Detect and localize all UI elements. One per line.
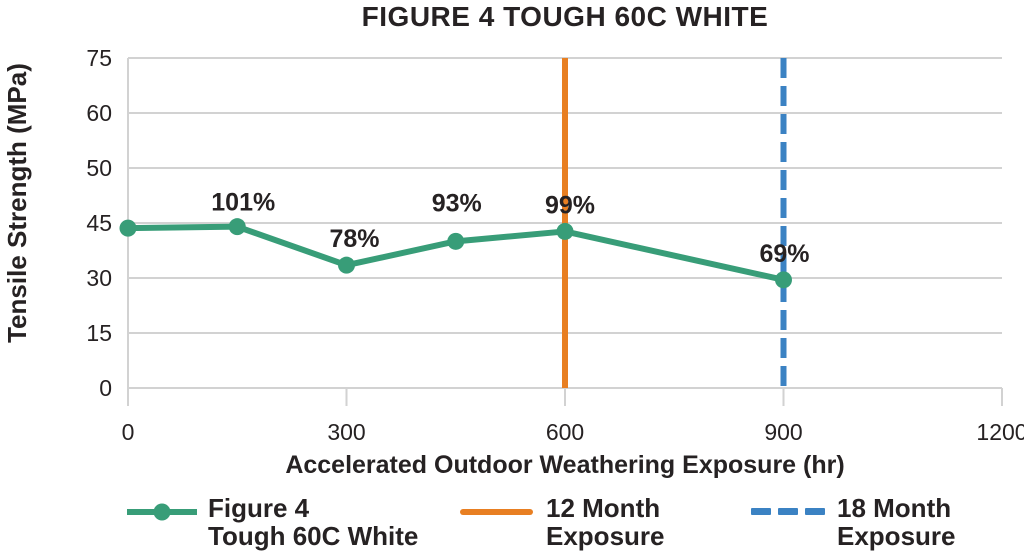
chart-title: FIGURE 4 TOUGH 60C WHITE bbox=[361, 1, 769, 32]
solid-line-swatch-icon bbox=[460, 509, 533, 515]
legend-item-12-month-exposure: 12 Month Exposure bbox=[460, 492, 730, 552]
data-point-marker bbox=[338, 256, 355, 274]
legend-label-12-month: 12 Month Exposure bbox=[546, 494, 665, 550]
legend-label-figure4: Figure 4 Tough 60C White bbox=[208, 494, 418, 550]
data-point-label: 99% bbox=[545, 191, 595, 219]
data-point-label: 93% bbox=[432, 189, 482, 217]
data-point-marker bbox=[119, 219, 137, 237]
x-tick-label: 1200 bbox=[976, 419, 1024, 445]
legend: Figure 4 Tough 60C White 12 Month Exposu… bbox=[0, 492, 1024, 558]
x-tick-label: 600 bbox=[546, 419, 584, 445]
y-tick-label: 60 bbox=[86, 100, 112, 126]
y-tick-label: 30 bbox=[86, 265, 112, 291]
x-axis-title: Accelerated Outdoor Weathering Exposure … bbox=[285, 451, 845, 479]
y-tick-label: 0 bbox=[99, 375, 112, 401]
data-point-marker bbox=[556, 222, 574, 240]
x-tick-label: 300 bbox=[327, 419, 365, 445]
data-point-label: 78% bbox=[329, 225, 379, 253]
data-point-marker bbox=[775, 271, 792, 289]
y-tick-label: 75 bbox=[86, 45, 112, 71]
x-tick-label: 0 bbox=[122, 419, 135, 445]
y-tick-label: 45 bbox=[86, 210, 112, 236]
legend-label-12-month-line1: 12 Month bbox=[546, 493, 661, 523]
plot-area: 0 15 30 45 50 60 75 0 300 600 900 1200 101% 78% 93% 99%… bbox=[86, 45, 1024, 445]
legend-item-figure4: Figure 4 Tough 60C White bbox=[126, 492, 456, 552]
series-line-swatch-icon bbox=[127, 503, 197, 521]
data-point-label: 69% bbox=[759, 240, 809, 268]
series-line bbox=[125, 223, 787, 283]
legend-label-figure4-line2: Tough 60C White bbox=[208, 521, 419, 551]
y-tick-label: 50 bbox=[86, 155, 112, 181]
data-point-marker bbox=[447, 232, 465, 250]
legend-label-18-month-line1: 18 Month bbox=[837, 493, 952, 523]
data-point-label: 101% bbox=[211, 189, 275, 217]
legend-item-18-month-exposure: 18 Month Exposure bbox=[751, 492, 1021, 552]
dashed-line-swatch-icon bbox=[751, 508, 825, 515]
y-tick-label: 15 bbox=[86, 320, 112, 346]
legend-label-18-month-line2: Exposure bbox=[837, 521, 956, 551]
legend-label-figure4-line1: Figure 4 bbox=[208, 493, 310, 523]
data-point-marker bbox=[228, 218, 246, 236]
x-tick-label: 900 bbox=[764, 419, 802, 445]
legend-label-18-month: 18 Month Exposure bbox=[837, 494, 956, 550]
legend-label-12-month-line2: Exposure bbox=[546, 521, 665, 551]
